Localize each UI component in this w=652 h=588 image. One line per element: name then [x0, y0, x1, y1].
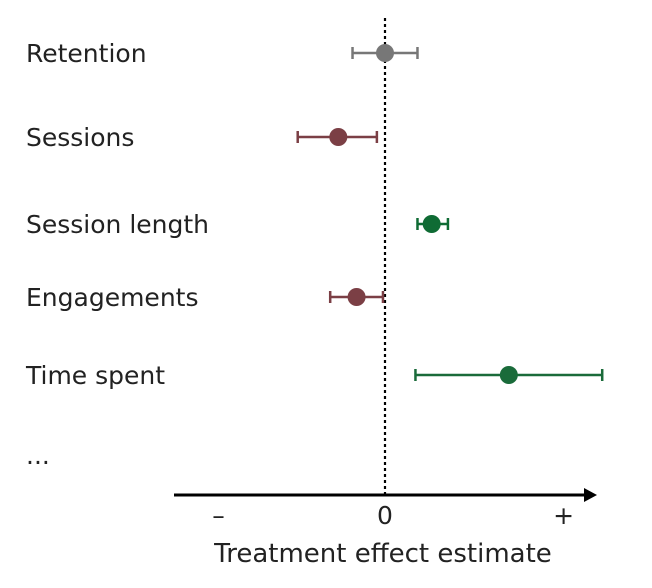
row-label-retention: Retention — [26, 39, 147, 68]
x-axis-arrow-icon — [584, 488, 597, 502]
x-axis-label: Treatment effect estimate — [213, 539, 552, 569]
estimate-time-spent — [414, 366, 604, 384]
row-label-sessions: Sessions — [26, 123, 134, 152]
estimate-engagements — [328, 288, 385, 306]
estimate-session-length — [416, 215, 450, 233]
x-tick-label: – — [212, 501, 225, 530]
row-label-more: ... — [26, 441, 50, 470]
x-tick-label: + — [553, 501, 574, 530]
point-estimate-time-spent — [499, 366, 518, 384]
x-ticks: – 0 + — [212, 501, 574, 530]
row-label-engagements: Engagements — [26, 283, 199, 312]
point-estimate-session-length — [422, 215, 441, 233]
row-label-session-length: Session length — [26, 210, 209, 239]
point-estimate-retention — [376, 44, 394, 62]
estimate-retention — [351, 44, 419, 62]
estimate-sessions — [296, 128, 379, 146]
x-axis — [174, 488, 597, 502]
estimate-marks — [296, 44, 604, 384]
point-estimate-engagements — [347, 288, 366, 306]
row-label-time-spent: Time spent — [25, 361, 165, 390]
row-labels: Retention Sessions Session length Engagemen… — [25, 39, 209, 470]
x-tick-label: 0 — [377, 501, 393, 530]
point-estimate-sessions — [329, 128, 348, 146]
